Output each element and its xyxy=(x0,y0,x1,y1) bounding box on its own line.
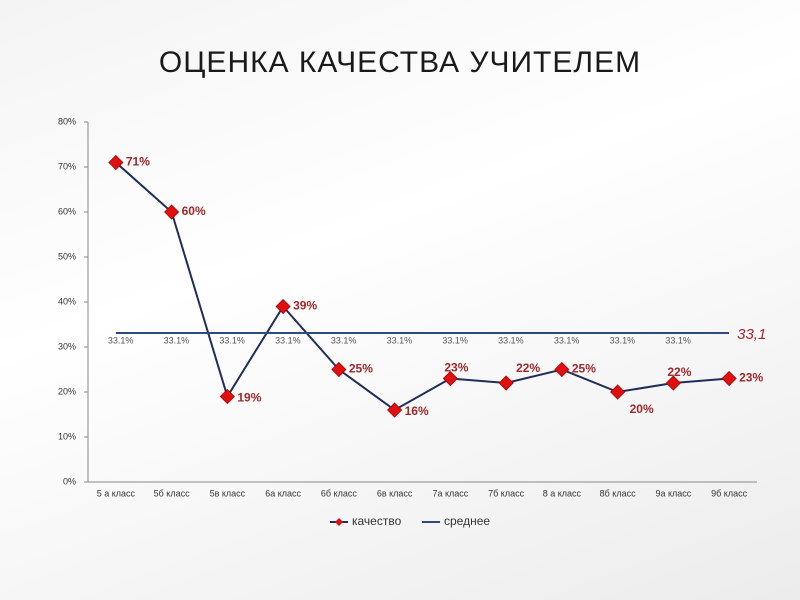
marker xyxy=(108,154,124,171)
x-tick-label: 9а класс xyxy=(655,488,691,498)
marker xyxy=(554,361,570,378)
y-tick-label: 0% xyxy=(63,476,76,486)
y-tick-label: 80% xyxy=(58,116,76,126)
y-tick-label: 20% xyxy=(58,386,76,396)
marker xyxy=(610,384,626,400)
marker xyxy=(387,402,403,418)
y-tick-label: 10% xyxy=(58,431,76,441)
value-label: 33.1% xyxy=(610,335,636,345)
value-label: 39% xyxy=(293,299,317,313)
value-label: 33.1% xyxy=(665,335,691,345)
value-label: 33.1% xyxy=(164,335,190,345)
value-label: 22% xyxy=(516,361,540,375)
marker xyxy=(442,370,458,387)
y-tick-label: 70% xyxy=(58,161,76,171)
value-label: 19% xyxy=(237,391,261,405)
value-label: 71% xyxy=(126,155,150,169)
value-label: 33,1 xyxy=(737,326,766,343)
marker xyxy=(331,361,347,378)
x-tick-label: 6б класс xyxy=(321,488,357,498)
marker xyxy=(721,370,737,387)
value-label: 33.1% xyxy=(331,335,357,345)
y-tick-label: 40% xyxy=(58,296,76,306)
x-tick-label: 5 а класс xyxy=(97,488,136,498)
marker xyxy=(219,388,235,405)
x-tick-label: 5б класс xyxy=(154,488,190,498)
x-tick-label: 6в класс xyxy=(377,488,413,498)
value-label: 33.1% xyxy=(275,335,301,345)
y-tick-label: 30% xyxy=(58,341,76,351)
x-tick-label: 8б класс xyxy=(600,488,636,498)
value-label: 22% xyxy=(667,365,691,379)
value-label: 23% xyxy=(739,371,763,385)
value-label: 33.1% xyxy=(387,335,413,345)
value-label: 33.1% xyxy=(442,335,468,345)
legend-marker xyxy=(335,518,343,526)
marker xyxy=(275,298,291,315)
value-label: 33.1% xyxy=(219,335,245,345)
series-line xyxy=(115,161,730,412)
value-label: 25% xyxy=(349,362,373,376)
x-tick-label: 9б класс xyxy=(711,488,747,498)
y-tick-label: 60% xyxy=(58,206,76,216)
value-label: 60% xyxy=(182,204,206,218)
x-tick-label: 7б класс xyxy=(488,488,524,498)
legend-label: среднее xyxy=(444,514,490,528)
value-label: 33.1% xyxy=(498,335,524,345)
marker xyxy=(164,204,180,220)
value-label: 33.1% xyxy=(108,335,134,345)
x-tick-label: 5в класс xyxy=(210,488,246,498)
x-tick-label: 7а класс xyxy=(432,488,468,498)
value-label: 16% xyxy=(405,404,429,418)
slide-title: ОЦЕНКА КАЧЕСТВА УЧИТЕЛЕМ xyxy=(159,46,641,79)
marker xyxy=(498,375,514,391)
value-label: 20% xyxy=(630,402,654,416)
value-label: 23% xyxy=(444,361,468,375)
x-tick-label: 8 а класс xyxy=(543,488,582,498)
value-label: 25% xyxy=(572,362,596,376)
y-tick-label: 50% xyxy=(58,251,76,261)
legend-label: качество xyxy=(352,514,402,528)
value-label: 33.1% xyxy=(554,335,580,345)
marker xyxy=(665,375,681,391)
x-tick-label: 6а класс xyxy=(265,488,301,498)
